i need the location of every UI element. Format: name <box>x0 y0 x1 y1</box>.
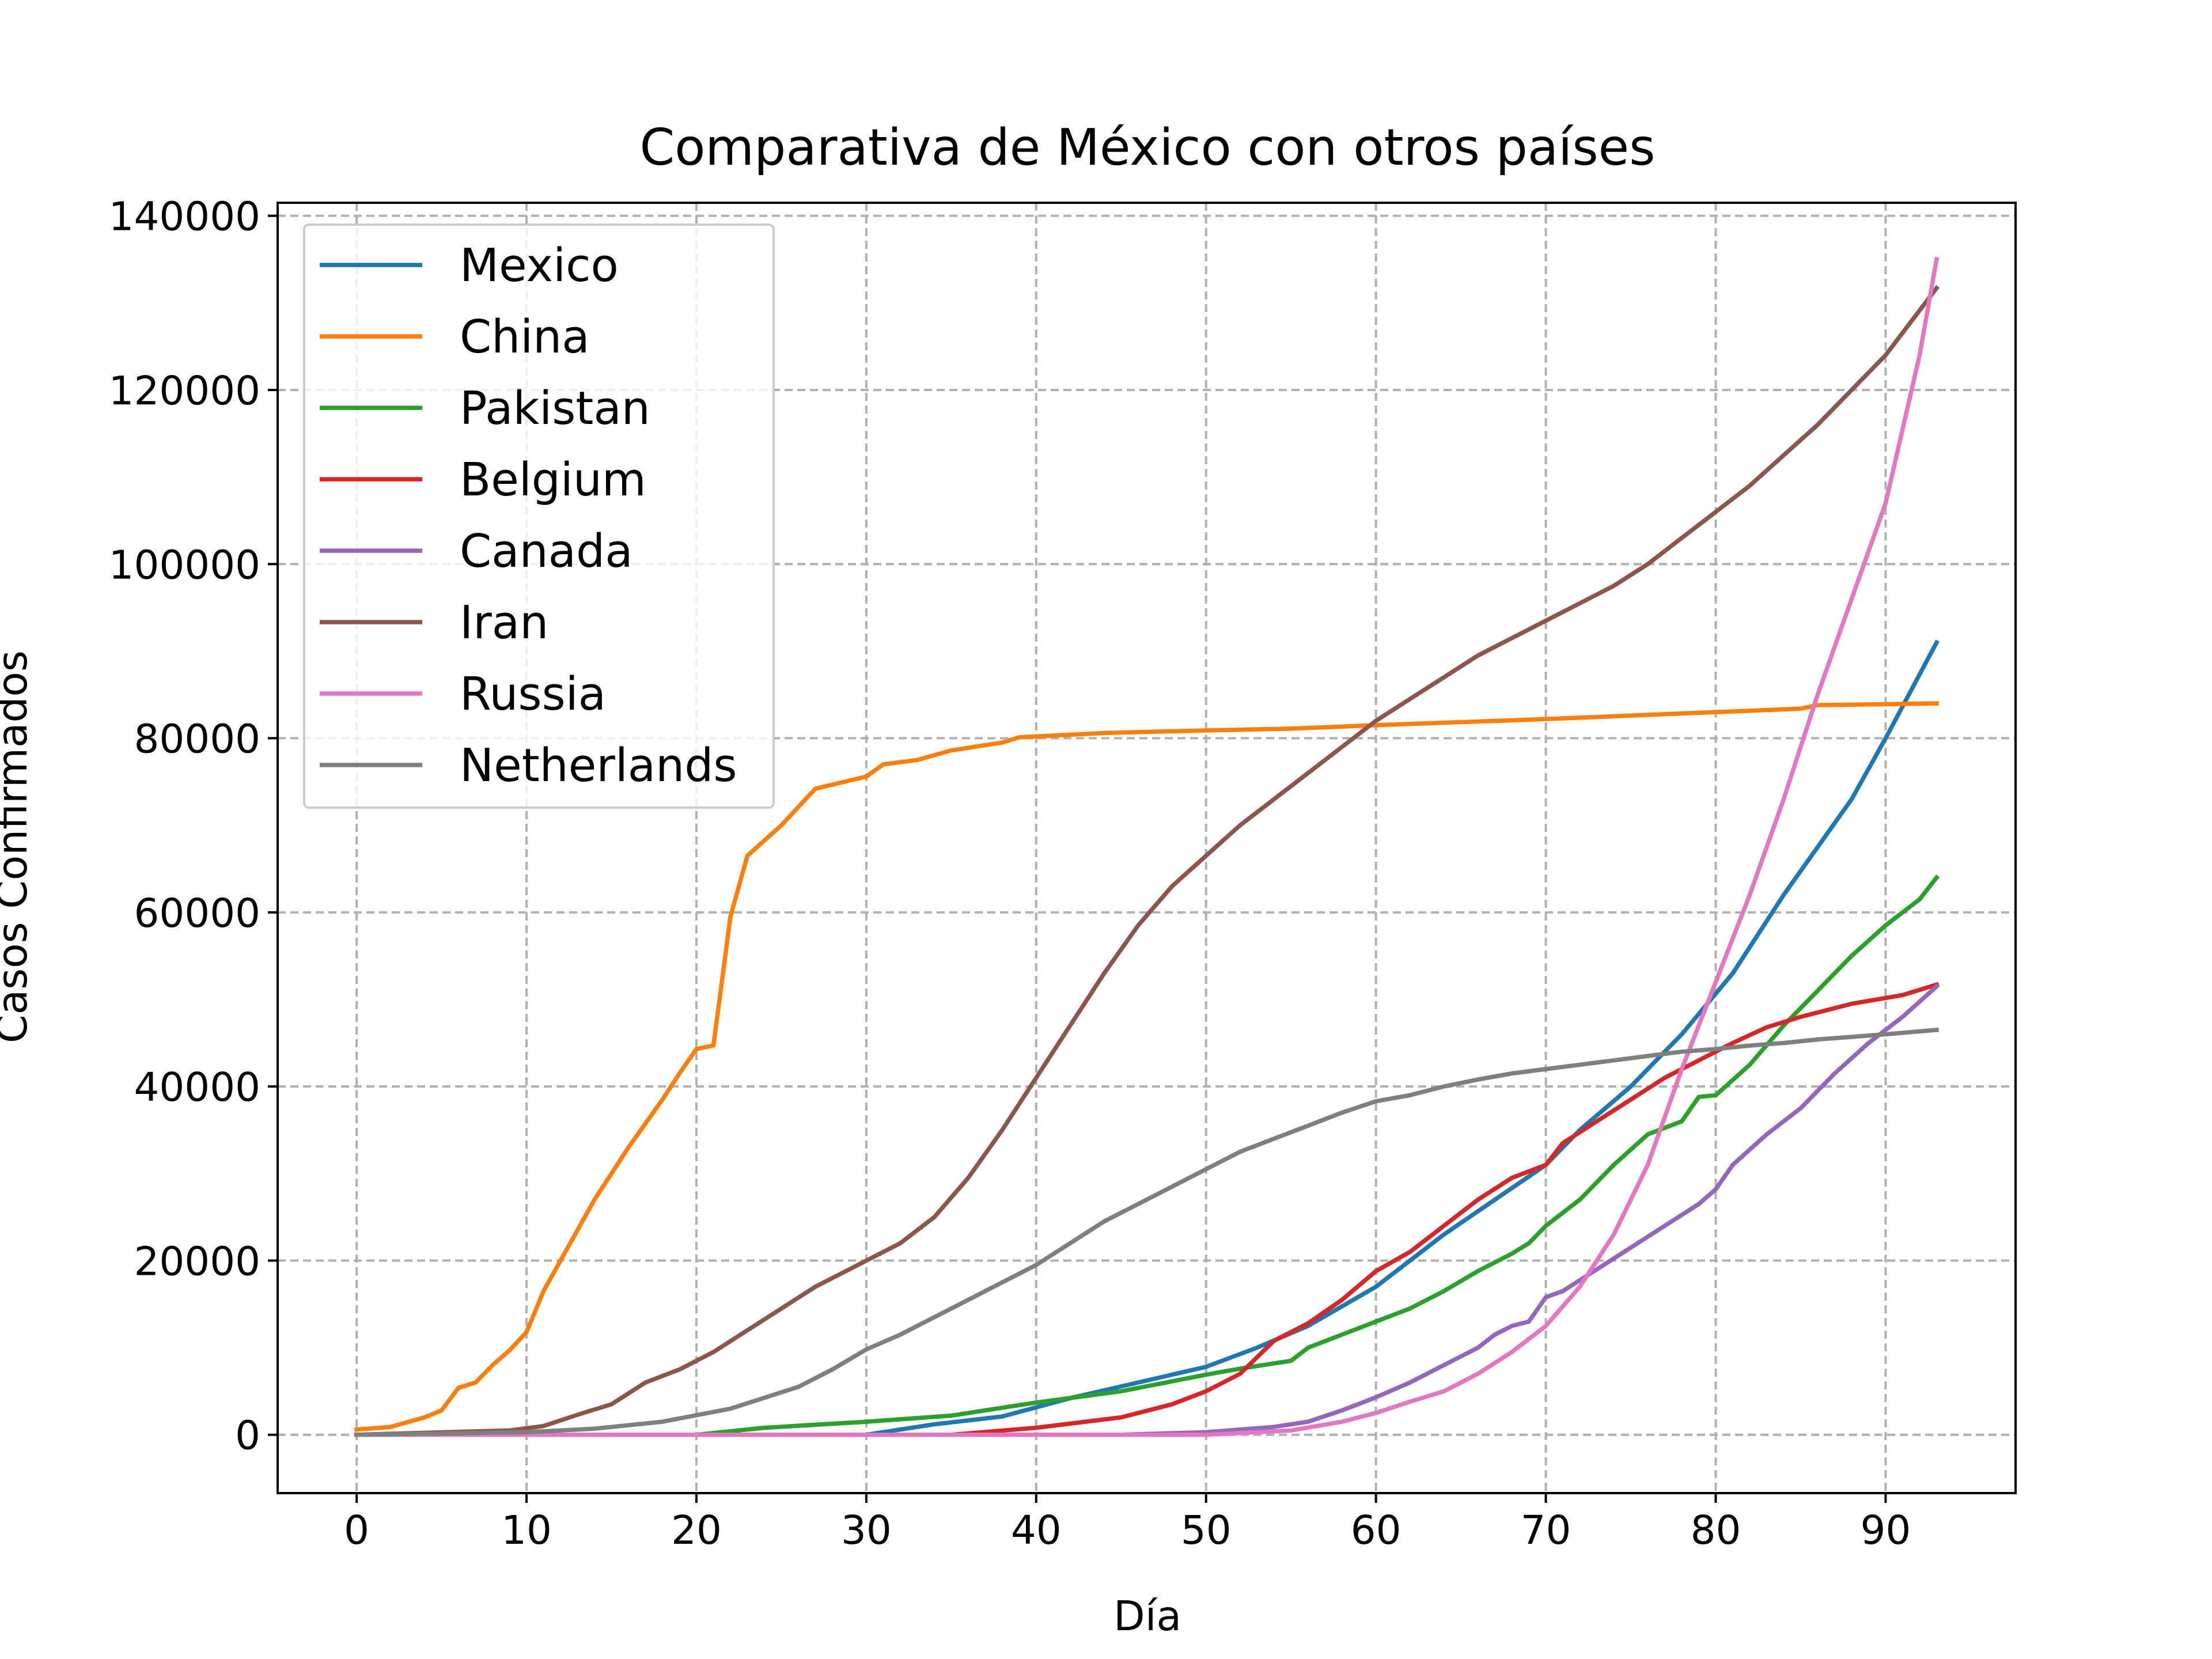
series-line-canada <box>354 983 1940 1437</box>
x-axis-label: Día <box>1113 1592 1181 1640</box>
series-line-belgium <box>354 982 1940 1437</box>
legend-label: Netherlands <box>460 739 737 792</box>
y-tick-label: 60000 <box>134 891 261 937</box>
series-line-netherlands <box>354 1027 1939 1437</box>
x-tick-label: 20 <box>671 1508 722 1554</box>
y-tick-label: 20000 <box>134 1238 261 1285</box>
y-tick-label: 140000 <box>109 194 260 240</box>
legend-label: Mexico <box>460 239 619 292</box>
x-tick-label: 0 <box>344 1508 369 1554</box>
axis-ticks: 0 10 20 30 40 50 60 70 80 90 0 20000 40000 60000 80000… <box>109 194 1911 1554</box>
x-tick-label: 40 <box>1011 1508 1062 1554</box>
y-tick-label: 80000 <box>134 717 261 763</box>
x-tick-label: 60 <box>1351 1508 1402 1554</box>
legend-label: Belgium <box>460 453 646 506</box>
x-tick-label: 80 <box>1691 1508 1741 1554</box>
legend-label: Pakistan <box>460 382 650 435</box>
series-line-russia <box>354 256 1940 1437</box>
x-tick-label: 70 <box>1521 1508 1571 1554</box>
x-tick-label: 30 <box>841 1508 892 1554</box>
series-line-pakistan <box>354 874 1940 1437</box>
y-tick-label: 120000 <box>109 368 260 414</box>
legend-label: Canada <box>460 525 633 578</box>
series-lines <box>354 256 1940 1437</box>
x-tick-label: 10 <box>501 1508 552 1554</box>
series-line-china <box>354 701 1939 1432</box>
y-axis-label: Casos Confirmados <box>0 650 36 1043</box>
y-tick-label: 100000 <box>109 542 260 588</box>
x-tick-label: 50 <box>1181 1508 1232 1554</box>
legend-label: Russia <box>460 668 606 721</box>
legend: Mexico China Pakistan Belgium Canada Iran Russ… <box>303 224 775 809</box>
y-tick-label: 40000 <box>134 1065 261 1111</box>
x-tick-label: 90 <box>1860 1508 1911 1554</box>
plot-frame <box>276 202 2017 1494</box>
series-line-iran <box>354 285 1940 1437</box>
legend-frame <box>303 224 775 809</box>
y-tick-label: 0 <box>235 1413 260 1459</box>
legend-label: China <box>460 310 590 363</box>
chart-title: Comparativa de México con otros países <box>639 118 1655 177</box>
series-line-mexico <box>354 639 1940 1437</box>
legend-label: Iran <box>460 596 548 649</box>
